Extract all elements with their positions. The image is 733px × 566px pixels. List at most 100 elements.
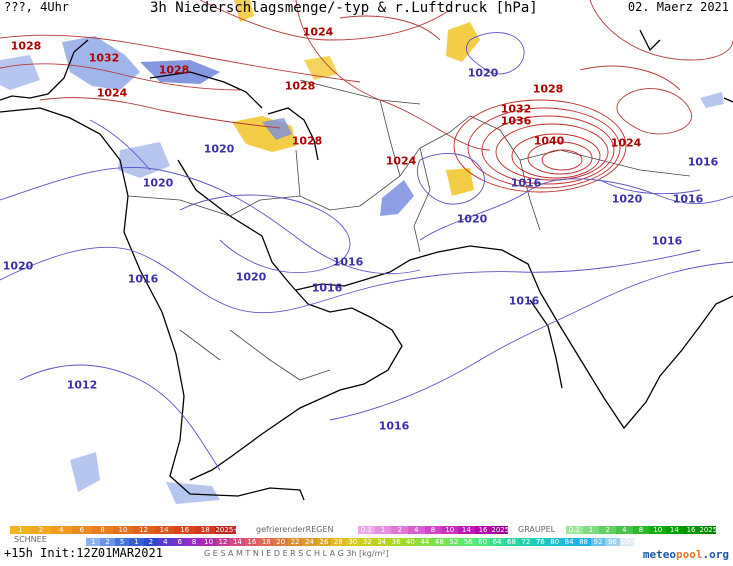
isobar-label: 1020 (142, 176, 174, 190)
legend-swatch: 14 (153, 526, 175, 534)
legend-swatch: 4 (51, 526, 72, 534)
legend-swatch: 4 (158, 538, 173, 546)
isobar-label: 1020 (456, 212, 488, 226)
legend-swatch: 2025+ (491, 526, 509, 534)
isobar-label: 1024 (96, 86, 128, 100)
legend-swatch: 44 (417, 538, 433, 546)
isobar-label: 1016 (687, 155, 719, 169)
isobar-label: 1024 (385, 154, 417, 168)
brand-text-c: .org (702, 548, 730, 561)
legend-swatch: 22 (287, 538, 303, 546)
legend-swatch: 40 (403, 538, 418, 546)
legend-swatch: 8 (186, 538, 202, 546)
legend-swatch: 2025+ (699, 526, 717, 534)
precipitation-areas (0, 0, 724, 504)
legend-swatch: 10 (112, 526, 134, 534)
isobar-label: 1028 (532, 82, 564, 96)
isobar-label: 1012 (66, 378, 98, 392)
isobar-label: 1016 (651, 234, 683, 248)
legend-swatch: 24 (302, 538, 317, 546)
legend-swatch: 2 (599, 526, 617, 534)
legend-swatch: 30 (345, 538, 361, 546)
legend-swatch: 14 (230, 538, 245, 546)
legend-swatch: 0.1 (566, 526, 583, 534)
legend-swatch: 20 (273, 538, 288, 546)
freezing-rain-label: gefrierenderREGEN (256, 525, 334, 534)
isobar-label: 1024 (302, 25, 334, 39)
isobar-label: 1020 (467, 66, 499, 80)
snow-label: SCHNEE (14, 535, 47, 544)
legend-swatch: 16 (682, 526, 700, 534)
legend-swatch: 52 (446, 538, 461, 546)
legend-swatch: 16 (244, 538, 260, 546)
legend-swatch: 10 (441, 526, 459, 534)
legend-swatch: 6 (172, 538, 187, 546)
legend-swatch: 80 (547, 538, 562, 546)
legend-swatch: 4 (616, 526, 633, 534)
legend-swatch: 88 (576, 538, 591, 546)
isobar-label: 1016 (510, 176, 542, 190)
legend-swatch: 1 (374, 526, 392, 534)
legend-swatch: 56 (460, 538, 476, 546)
legend-swatch: 84 (561, 538, 577, 546)
legend-swatch: 2 (30, 526, 52, 534)
legend-swatch: 76 (533, 538, 548, 546)
legend-swatch: 64 (489, 538, 505, 546)
legend-swatch: 1 (86, 538, 101, 546)
legend-swatch: 32 (360, 538, 375, 546)
legend-swatch: 8 (632, 526, 650, 534)
isobar-label: 1020 (235, 270, 267, 284)
brand-text-b: pool (676, 548, 703, 561)
pressure-precip-map (0, 0, 733, 504)
coastlines (0, 29, 733, 501)
legend-swatch: 28 (331, 538, 346, 546)
legend-swatch: 1 (129, 538, 144, 546)
isobar-label: 1024 (610, 136, 642, 150)
legend-swatch: 72 (518, 538, 534, 546)
isobar-label: 1020 (611, 192, 643, 206)
isobar-label: 1020 (203, 142, 235, 156)
brand-text-a: meteo (642, 548, 676, 561)
legend-swatch: 10 (649, 526, 667, 534)
isobar-label: 1016 (127, 272, 159, 286)
legend-swatch: 14 (458, 526, 475, 534)
legend-swatch: 14 (666, 526, 683, 534)
legend-swatch: 6 (71, 526, 93, 534)
legend-swatch: 60 (475, 538, 490, 546)
total-precip-label: G E S A M T N I E D E R S C H L A G 3h [… (204, 549, 389, 558)
isobar-label: 1016 (311, 281, 343, 295)
legend-swatch: 18 (259, 538, 274, 546)
isobar-label: 1032 (500, 102, 532, 116)
isobar-label: 1020 (2, 259, 34, 273)
legend-swatch: 8 (424, 526, 442, 534)
total-precip-scale-bar: 1 2 5 1 2 4 6 8 10 12 14 16 18 20 22 24 26 28 30 32 34 36 40 44… (86, 538, 635, 546)
legend-swatch: 34 (374, 538, 389, 546)
isobar-label: 1016 (378, 419, 410, 433)
legend-swatch: 48 (432, 538, 447, 546)
isobar-label: 1016 (332, 255, 364, 269)
isobar-label: 1016 (672, 192, 704, 206)
map-date: 02. Maerz 2021 (627, 0, 729, 14)
legend-swatch: 26 (316, 538, 332, 546)
run-day-label: ???, 4Uhr (4, 0, 70, 14)
legend-swatch: 12 (133, 526, 154, 534)
isobar-label: 1028 (158, 63, 190, 77)
brand-logo[interactable]: meteopool.org (643, 548, 729, 561)
legend-swatch: 12 (215, 538, 231, 546)
isobar-label: 1032 (88, 51, 120, 65)
isobars-high (0, 0, 733, 151)
legend-swatch: 8 (92, 526, 113, 534)
isobar-label: 1028 (10, 39, 42, 53)
isobar-label: 1028 (291, 134, 323, 148)
map-title: 3h Niederschlagsmenge/-typ & r.Luftdruck… (150, 0, 538, 16)
isobar-label: 1040 (533, 134, 565, 148)
legend-swatch: 1 (10, 526, 31, 534)
legend-swatch: 18 (194, 526, 216, 534)
legend-swatch: 36 (388, 538, 404, 546)
legend-swatch: 2 (100, 538, 115, 546)
legend-swatch: 2025+ (215, 526, 237, 534)
